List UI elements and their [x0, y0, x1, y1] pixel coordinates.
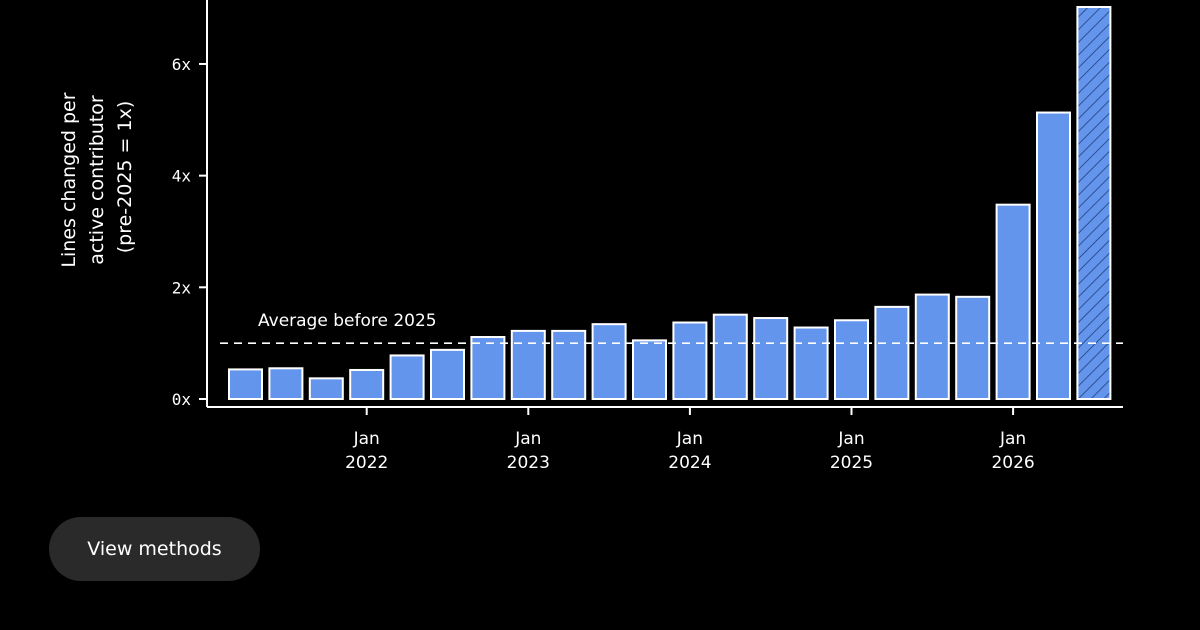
bar	[753, 317, 789, 400]
reference-line-label: Average before 2025	[258, 311, 437, 331]
bar	[551, 329, 587, 400]
bar-projected	[1076, 6, 1112, 400]
bar	[874, 305, 910, 400]
reference-line-group: Average before 2025	[258, 311, 437, 331]
y-tick-label: 0x	[172, 390, 192, 409]
bar	[632, 339, 667, 400]
y-tick-label: 2x	[172, 278, 192, 297]
bar	[955, 295, 991, 400]
bar	[470, 336, 506, 400]
bar	[712, 313, 748, 400]
bars	[228, 6, 1112, 401]
x-tick-label-year: 2026	[991, 453, 1034, 473]
bar	[430, 348, 465, 401]
y-axis-label-line-2: active contributor	[86, 95, 108, 265]
y-tick-label: 6x	[172, 55, 192, 74]
x-tick-label-year: 2022	[345, 453, 388, 473]
bar	[793, 326, 829, 401]
x-tick-label-year: 2025	[830, 453, 873, 473]
bar	[308, 377, 344, 400]
x-tick-label-year: 2023	[507, 453, 550, 473]
bar	[389, 354, 425, 401]
x-tick-label-month: Jan	[676, 429, 703, 449]
bar	[268, 367, 304, 400]
bar	[672, 321, 708, 400]
y-tick-label: 4x	[172, 167, 192, 186]
y-axis-label: Lines changed per active contributor (pr…	[58, 86, 136, 267]
bar	[1036, 111, 1071, 401]
bar	[591, 323, 627, 401]
y-axis-label-line-1: Lines changed per	[58, 92, 80, 267]
x-tick-label-month: Jan	[999, 429, 1026, 449]
bar	[228, 368, 263, 401]
bar	[914, 293, 950, 400]
x-tick-label-month: Jan	[514, 429, 541, 449]
bar	[510, 329, 546, 400]
x-tick-label-month: Jan	[837, 429, 864, 449]
x-tick-label-month: Jan	[353, 429, 380, 449]
bar	[349, 368, 385, 400]
axes: 0x 2x 4x 6x Jan 2022 Jan 2023 Jan 2024 Jan 2025 Jan 2…	[172, 0, 1123, 473]
y-axis-label-line-3: (pre-2025 = 1x)	[114, 101, 136, 254]
bar	[995, 203, 1031, 400]
view-methods-button[interactable]: View methods	[49, 517, 260, 581]
x-tick-label-year: 2024	[668, 453, 711, 473]
bar	[834, 319, 869, 400]
